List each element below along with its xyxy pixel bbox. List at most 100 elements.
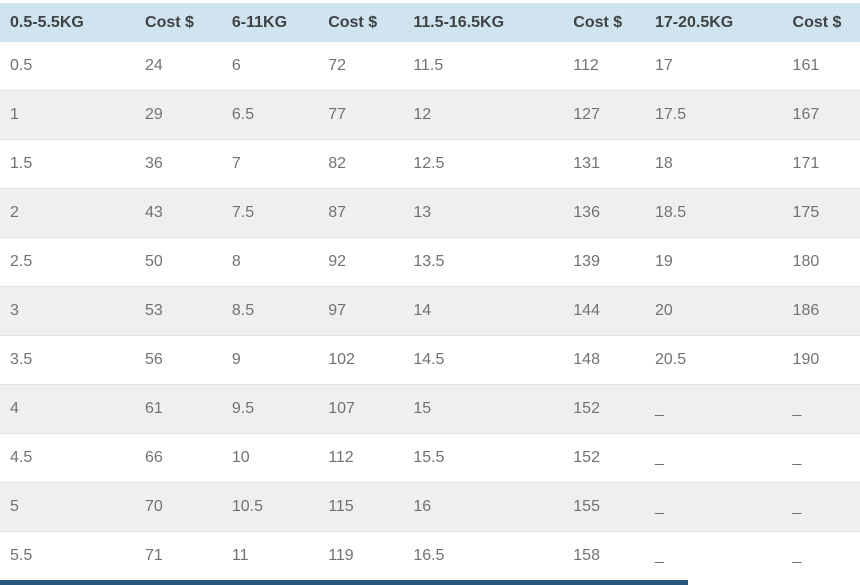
cost-cell: 107 [328, 400, 355, 417]
column-header: 0.5-5.5KG [0, 3, 136, 42]
cost-cell: 36 [145, 155, 163, 172]
table-row: 5.5 71 11 119 16.5 158 _ _ [0, 531, 860, 580]
table-row: 4.5 66 10 112 15.5 152 _ _ [0, 433, 860, 483]
cost-cell: 152 [573, 400, 600, 417]
cost-cell: 171 [792, 155, 820, 172]
cost-cell: 155 [573, 498, 600, 515]
weight-cell: 7.5 [231, 204, 255, 221]
column-header: 17-20.5KG [644, 3, 783, 42]
weight-cell: 2 [10, 204, 19, 221]
cost-cell: _ [792, 498, 802, 515]
column-header: Cost $ [318, 3, 404, 42]
weight-cell: 0.5 [10, 57, 33, 74]
weight-cell: 3.5 [10, 351, 33, 368]
weight-cell: 5.5 [10, 547, 33, 564]
weight-cell: 6 [231, 57, 241, 74]
weight-cell: 9.5 [231, 400, 255, 417]
table-row: 2 43 7.5 87 13 136 18.5 175 [0, 188, 860, 238]
weight-cell: _ [654, 498, 664, 515]
weight-cell: 7 [231, 155, 241, 172]
weight-cell: 17.5 [654, 106, 687, 123]
cost-cell: 72 [328, 57, 346, 74]
weight-cell: 4.5 [10, 449, 33, 466]
weight-cell: 16.5 [413, 547, 445, 564]
weight-cell: 13 [413, 204, 432, 221]
weight-cell: 17 [654, 57, 673, 74]
table-row: 2.5 50 8 92 13.5 139 19 180 [0, 237, 860, 287]
weight-cell: 10 [231, 449, 250, 466]
cost-cell: 82 [328, 155, 346, 172]
cost-cell: 70 [145, 498, 163, 515]
cost-cell: 112 [328, 449, 354, 466]
weight-cell: 6.5 [231, 106, 255, 123]
cost-cell: _ [792, 449, 802, 466]
weight-cell: 2.5 [10, 253, 33, 270]
cost-cell: 71 [145, 547, 163, 564]
header-row: 0.5-5.5KG Cost $6-11KG Cost $11.5-16.5KG Co… [0, 3, 860, 42]
column-header: 6-11KG [221, 3, 319, 42]
cost-cell: 43 [145, 204, 163, 221]
weight-cell: _ [654, 449, 664, 466]
table-row: 0.5 24 6 72 11.5 112 17 161 [0, 42, 860, 91]
cost-cell: 175 [792, 204, 820, 221]
cost-cell: 92 [328, 253, 346, 270]
cost-cell: 148 [573, 351, 600, 368]
cost-cell: 66 [145, 449, 163, 466]
cost-cell: 131 [573, 155, 600, 172]
weight-cell: 8.5 [231, 302, 255, 319]
column-header: Cost $ [135, 3, 222, 42]
cost-cell: 97 [328, 302, 346, 319]
cost-cell: 152 [573, 449, 600, 466]
cost-cell: 139 [573, 253, 600, 270]
cost-cell: 161 [792, 57, 820, 74]
column-header: Cost $ [563, 3, 645, 42]
weight-cell: 1 [10, 106, 19, 123]
cost-cell: _ [792, 547, 802, 564]
cost-cell: 29 [145, 106, 163, 123]
weight-cell: 20 [654, 302, 673, 319]
weight-cell: 18.5 [654, 204, 687, 221]
column-header: Cost $ [782, 3, 860, 42]
table-row: 1.5 36 7 82 12.5 131 18 171 [0, 139, 860, 189]
weight-cell: 8 [231, 253, 241, 270]
table-row: 3 53 8.5 97 14 144 20 186 [0, 286, 860, 336]
weight-cell: _ [654, 547, 664, 564]
weight-cell: 19 [654, 253, 673, 270]
table-row: 1 29 6.5 77 12 127 17.5 167 [0, 90, 860, 140]
cost-cell: 102 [328, 351, 355, 368]
cost-cell: 190 [792, 351, 820, 368]
horizontal-scrollbar-thumb[interactable] [0, 580, 688, 585]
cost-cell: 50 [145, 253, 163, 270]
weight-cell: 16 [413, 498, 432, 515]
cost-cell: 127 [573, 106, 600, 123]
table-row: 3.5 56 9 102 14.5 148 20.5 190 [0, 335, 860, 385]
cost-cell: 119 [328, 547, 354, 564]
table-body: 0.5 24 6 72 11.5 112 17 161 1 29 6.5 77 12 127 17.5 167… [0, 42, 860, 580]
cost-cell: 87 [328, 204, 346, 221]
weight-cell: 10.5 [231, 498, 264, 515]
weight-cell: 15 [413, 400, 432, 417]
weight-cell: 14.5 [413, 351, 445, 368]
cost-cell: 112 [573, 57, 599, 74]
weight-cell: 1.5 [10, 155, 33, 172]
cost-cell: _ [792, 400, 802, 417]
weight-cell: 9 [231, 351, 241, 368]
weight-cell: 4 [10, 400, 19, 417]
cost-cell: 24 [145, 57, 163, 74]
cost-cell: 167 [792, 106, 820, 123]
cost-cell: 56 [145, 351, 163, 368]
weight-cell: _ [654, 400, 664, 417]
weight-cell: 12 [413, 106, 432, 123]
cost-cell: 186 [792, 302, 820, 319]
weight-cell: 20.5 [654, 351, 687, 368]
cost-cell: 77 [328, 106, 346, 123]
cost-cell: 53 [145, 302, 163, 319]
weight-cell: 13.5 [413, 253, 445, 270]
weight-cell: 14 [413, 302, 432, 319]
table-row: 5 70 10.5 115 16 155 _ _ [0, 482, 860, 532]
shipping-cost-table: 0.5-5.5KG Cost $6-11KG Cost $11.5-16.5KG Co… [0, 3, 860, 580]
weight-cell: 11.5 [413, 57, 444, 74]
cost-cell: 180 [792, 253, 820, 270]
weight-cell: 3 [10, 302, 19, 319]
